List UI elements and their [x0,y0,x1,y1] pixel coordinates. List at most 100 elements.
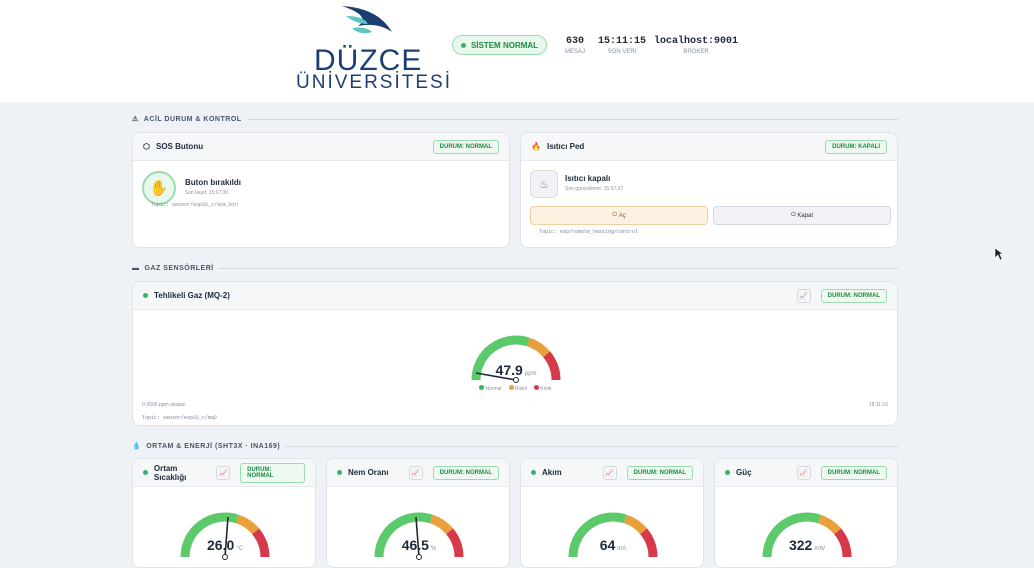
stat: localhost:9001 BROKER [654,36,738,55]
logo-text: DÜZCE [314,44,423,77]
legend-item: Riskli [508,385,527,392]
card-header: Akım 📈 DURUM: NORMAL [521,459,703,487]
section-text: ORTAM & ENERJİ (SHT3X · INA169) [146,442,281,450]
gauge-hub [416,554,422,560]
heater-state: Isıtıcı kapalı [565,174,611,183]
env-card: Ortam Sıcaklığı 📈 DURUM: NORMAL 26.0 °C [132,458,316,568]
status-badge: DURUM: NORMAL [432,139,499,154]
section-title: ⚠ ACİL DURUM & KONTROL [132,115,898,124]
stat-value: 630 [565,36,584,47]
logo-subtext: ÜNİVERSİTESİ [296,72,452,93]
gauge-value: 322 mW [757,537,857,553]
gauge-needle [224,516,229,558]
card-title: Ortam Sıcaklığı [153,463,187,482]
gauge-segment [568,512,627,558]
unit: mA [617,546,627,552]
topic: Topic: sensor/esp32_c/sos_btn [151,202,239,208]
scale-note: 0-2000 ppm skalası [142,402,186,408]
card-header: Güç 📈 DURUM: NORMAL [715,459,897,487]
chart-button[interactable]: 📈 [602,465,617,480]
status-text: SİSTEM NORMAL [470,40,539,50]
card-title: Güç [736,468,752,477]
value: 46.5 [401,537,429,553]
section-text: ACİL DURUM & KONTROL [143,115,242,123]
value: 47.9 [495,362,523,378]
gauge-segment [543,351,561,381]
gauge-segment [526,337,551,358]
env-card: Güç 📈 DURUM: NORMAL 322 mW [714,458,898,568]
stat-label: BROKER [683,49,709,55]
gauge-needle [475,372,517,381]
button-label: Kapat [797,212,814,219]
card-title: SOS Butonu [155,142,204,151]
value: 322 [788,537,813,553]
unit: °C [236,546,243,552]
value: 26.0 [207,537,235,553]
gauge-legend: Normal Riskli Kritik [479,385,551,392]
unit: % [430,546,437,552]
card-header: 🔥 Isıtıcı Ped DURUM: KAPALI [521,133,897,161]
stat: 15:11:15 SON VERİ [596,36,648,55]
unit: mW [814,546,826,552]
legend-text: Riskli [514,386,527,392]
card-title: Nem Oranı [348,468,389,477]
status-badge: DURUM: NORMAL [626,465,693,480]
card-title: Tehlikeli Gaz (MQ-2) [154,291,230,300]
logo-mark [342,6,392,34]
page: Dashboard {"header":{"logo_top":"DÜZCE",… [0,0,1034,553]
gauge-segment [374,512,433,558]
env-card: Akım 📈 DURUM: NORMAL 64 mA [520,458,704,568]
button-label: Aç [618,212,626,219]
card-header: ⬡ SOS Butonu DURUM: NORMAL [133,133,509,161]
heater-icon: ♨ [530,170,558,198]
gauge-arc [180,512,270,560]
gauge-needle [415,516,420,558]
status-badge: DURUM: NORMAL [820,465,887,480]
off-button[interactable]: ⏻ Kapat [713,206,891,225]
value: 64 [599,537,616,553]
legend-item: Normal [479,385,502,392]
sos-time: Son kayıt: 15:07:39 [185,190,229,196]
system-status: SİSTEM NORMAL [452,35,547,55]
chart-button[interactable]: 📈 [408,465,423,480]
section-text: GAZ SENSÖRLERİ [144,265,214,272]
stat-label: SON VERİ [607,49,637,55]
sos-icon: ✋ [142,171,176,205]
status-badge: DURUM: NORMAL [432,465,499,480]
legend-text: Normal [485,386,502,392]
gauge-hub [222,554,228,560]
chart-button[interactable]: 📈 [796,288,811,303]
gauge-value: 64 mA [563,537,663,553]
cursor [994,247,1004,261]
card-header: Tehlikeli Gaz (MQ-2) 📈 DURUM: NORMAL [133,282,897,310]
heater-card: 🔥 Isıtıcı Ped DURUM: KAPALI ♨ Isıtıcı kap… [520,132,898,248]
stat-value: localhost:9001 [654,36,739,47]
unit: ppm [524,371,537,377]
gauge-segment [762,512,821,558]
status-badge: DURUM: NORMAL [240,462,305,483]
status-badge: DURUM: NORMAL [820,288,887,303]
gauge-segment [235,514,260,535]
gauge-arc [762,512,852,558]
card-header: Ortam Sıcaklığı 📈 DURUM: NORMAL [133,459,315,487]
gauge-arc [471,335,561,383]
dashboard: DÜZCE ÜNİVERSİTESİ SİSTEM NORMAL 630 MESA… [0,0,1034,553]
header: DÜZCE ÜNİVERSİTESİ SİSTEM NORMAL 630 MESA… [0,0,1034,102]
chart-button[interactable]: 📈 [796,465,811,480]
status-badge: DURUM: KAPALI [825,139,887,154]
stat-value: 15:11:15 [597,36,646,47]
legend-text: Kritik [540,386,552,392]
stat: 630 MESAJ [560,36,590,55]
on-button[interactable]: ⏻ Aç [530,206,708,225]
gauge-segment [817,514,842,535]
gauge-segment [623,514,648,535]
topic: Topic: sensor/esp32_c/mq2 [142,415,218,421]
card-header: Nem Oranı 📈 DURUM: NORMAL [327,459,509,487]
sos-state: Buton bırakıldı [185,178,241,187]
heater-time: Son güncelleme: 15:07:37 [565,186,624,192]
section-title: ▬ GAZ SENSÖRLERİ [132,265,898,272]
gauge-segment [471,335,530,381]
legend-item: Kritik [533,385,552,392]
chart-button[interactable]: 📈 [216,465,231,480]
gas-card: Tehlikeli Gaz (MQ-2) 📈 DURUM: NORMAL 47.9 p… [132,281,898,426]
